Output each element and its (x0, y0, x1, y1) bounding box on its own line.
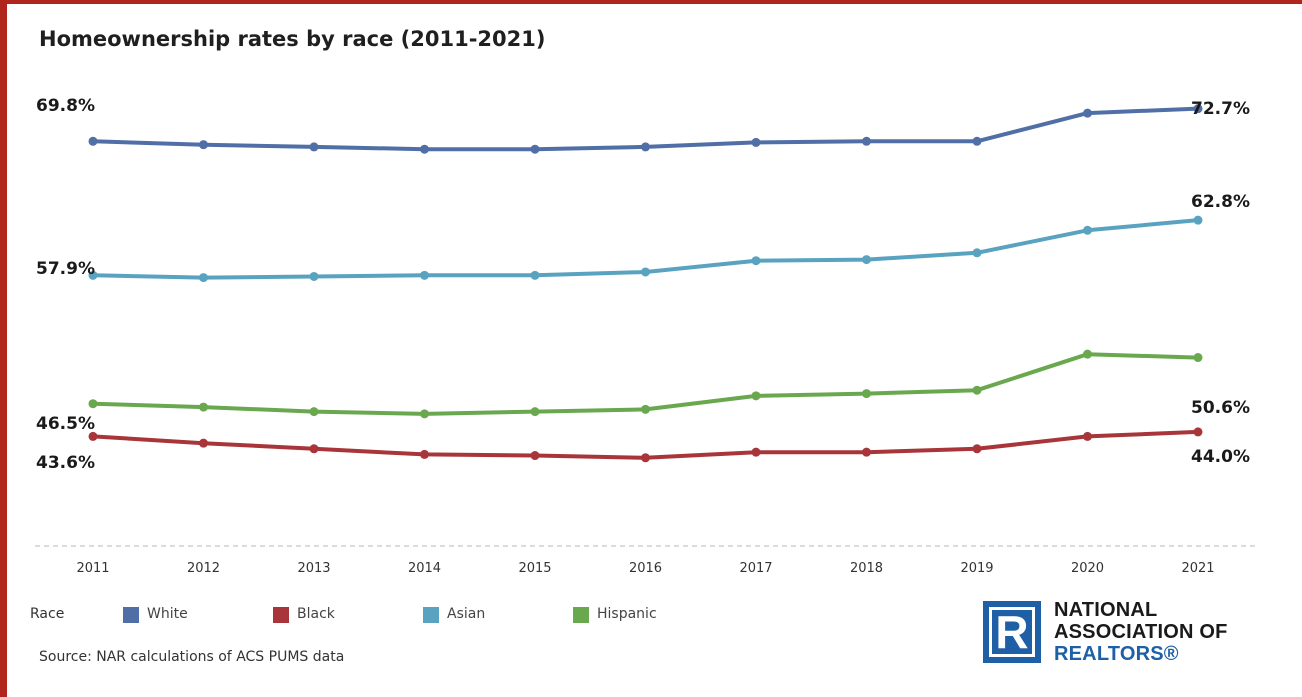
data-point-black-2020 (1083, 431, 1092, 441)
x-tick-label-2012: 2012 (187, 561, 220, 576)
x-tick-label-2011: 2011 (76, 561, 109, 576)
data-point-asian-2016 (641, 267, 650, 277)
start-label-white: 69.8% (36, 96, 95, 116)
data-point-asian-2013 (309, 271, 319, 281)
data-point-black-2017 (751, 447, 761, 457)
data-point-white-2012 (199, 140, 208, 150)
data-point-black-2019 (972, 444, 982, 454)
data-point-hispanic-2013 (309, 407, 319, 417)
nar-logo: R NATIONAL ASSOCIATION OF REALTORS® (983, 599, 1253, 665)
start-label-hispanic: 46.5% (36, 414, 95, 434)
legend-swatch-white (123, 607, 139, 623)
data-point-hispanic-2014 (420, 409, 429, 419)
data-point-black-2016 (641, 453, 650, 463)
x-tick-label-2015: 2015 (518, 561, 551, 576)
data-point-asian-2021 (1193, 215, 1203, 225)
data-point-white-2011 (88, 136, 98, 146)
frame-left-border (0, 0, 7, 697)
data-point-white-2014 (420, 144, 429, 154)
data-point-black-2014 (420, 449, 429, 459)
x-tick-label-2019: 2019 (960, 561, 993, 576)
x-tick-label-2016: 2016 (629, 561, 662, 576)
legend-swatch-black (273, 607, 289, 623)
data-point-white-2017 (751, 137, 761, 147)
end-label-hispanic: 50.6% (1191, 398, 1250, 418)
data-point-black-2018 (862, 447, 871, 457)
data-point-hispanic-2015 (530, 407, 540, 417)
data-point-hispanic-2017 (751, 391, 761, 401)
frame-top-border (0, 0, 1302, 4)
legend-swatch-asian (423, 607, 439, 623)
legend-label-white: White (147, 606, 188, 622)
realtor-r-icon: R (983, 601, 1041, 663)
data-point-hispanic-2011 (88, 399, 98, 409)
legend-label-black: Black (297, 606, 335, 622)
legend-swatch-hispanic (573, 607, 589, 623)
x-tick-label-2014: 2014 (408, 561, 441, 576)
data-point-black-2011 (88, 431, 98, 441)
start-label-asian: 57.9% (36, 259, 95, 279)
data-point-black-2021 (1193, 427, 1203, 437)
data-point-hispanic-2021 (1193, 353, 1203, 363)
x-tick-label-2017: 2017 (739, 561, 772, 576)
x-tick-label-2013: 2013 (297, 561, 330, 576)
data-point-asian-2015 (530, 270, 540, 280)
data-point-white-2019 (972, 136, 982, 146)
data-point-asian-2019 (972, 248, 982, 258)
x-tick-label-2021: 2021 (1181, 561, 1214, 576)
end-label-black: 44.0% (1191, 447, 1250, 467)
data-point-asian-2012 (199, 273, 208, 283)
legend: Race White Black Asian Hispanic (30, 604, 730, 626)
data-point-asian-2014 (420, 270, 429, 280)
data-point-asian-2018 (862, 255, 871, 265)
x-tick-label-2018: 2018 (850, 561, 883, 576)
x-tick-label-2020: 2020 (1071, 561, 1104, 576)
legend-title: Race (30, 606, 65, 622)
chart-title: Homeownership rates by race (2011-2021) (39, 27, 546, 51)
data-point-hispanic-2016 (641, 404, 650, 414)
data-point-asian-2020 (1083, 225, 1092, 235)
data-point-white-2015 (530, 144, 540, 154)
logo-text-line-1: NATIONAL (1054, 599, 1158, 621)
data-point-white-2021 (1193, 104, 1203, 114)
logo-text-line-3: REALTORS® (1054, 643, 1179, 665)
source-note: Source: NAR calculations of ACS PUMS dat… (39, 649, 345, 665)
data-point-asian-2011 (88, 270, 98, 280)
data-point-black-2015 (530, 451, 540, 461)
data-point-black-2012 (199, 438, 208, 448)
end-label-white: 72.7% (1191, 99, 1250, 119)
data-point-asian-2017 (751, 256, 761, 266)
start-label-black: 43.6% (36, 453, 95, 473)
legend-label-asian: Asian (447, 606, 486, 622)
legend-label-hispanic: Hispanic (597, 606, 657, 622)
line-chart: 2011 2012 2013 2014 2015 2016 2017 2018 2019 2020… (35, 96, 1258, 576)
data-point-white-2020 (1083, 108, 1092, 118)
data-point-hispanic-2019 (972, 385, 982, 395)
data-point-white-2018 (862, 136, 871, 146)
logo-text-line-2: ASSOCIATION OF (1054, 621, 1228, 643)
data-point-hispanic-2018 (862, 389, 871, 399)
data-point-white-2013 (309, 142, 319, 152)
data-point-hispanic-2020 (1083, 349, 1092, 359)
data-point-hispanic-2012 (199, 402, 208, 412)
end-label-asian: 62.8% (1191, 192, 1250, 212)
data-point-black-2013 (309, 444, 319, 454)
data-point-white-2016 (641, 142, 650, 152)
